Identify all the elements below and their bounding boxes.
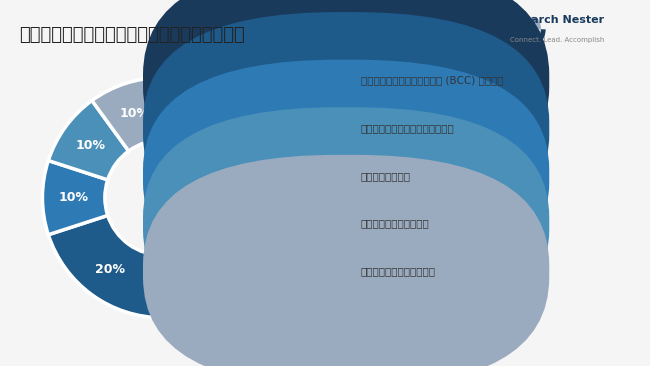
- Text: 医療インフラ投資の激化: 医療インフラ投資の激化: [361, 218, 430, 228]
- Text: 10%: 10%: [58, 191, 88, 204]
- Text: 10%: 10%: [120, 107, 150, 120]
- Text: Research Nester: Research Nester: [501, 15, 604, 25]
- Wedge shape: [48, 101, 129, 180]
- Text: 急性骨髄性白血病の増加例: 急性骨髄性白血病の増加例: [361, 266, 436, 276]
- Wedge shape: [162, 78, 283, 318]
- Wedge shape: [48, 216, 162, 318]
- Text: 政府当局による医薬品承認の増加: 政府当局による医薬品承認の増加: [361, 123, 454, 133]
- Text: 20%: 20%: [96, 263, 125, 276]
- Text: 50%: 50%: [237, 191, 266, 204]
- Wedge shape: [42, 161, 108, 235]
- Wedge shape: [92, 78, 162, 151]
- Text: 10%: 10%: [75, 139, 106, 152]
- Text: 世界中で増加する基底細胞癌 (BCC) の発生率: 世界中で増加する基底細胞癌 (BCC) の発生率: [361, 75, 503, 86]
- Text: 成長要因の貢献一ヘッジホッグ経路阻害剤市場: 成長要因の貢献一ヘッジホッグ経路阻害剤市場: [20, 26, 245, 44]
- Text: Connect. Lead. Accomplish: Connect. Lead. Accomplish: [510, 37, 604, 42]
- Text: 高い紫外線曝露率: 高い紫外線曝露率: [361, 171, 411, 181]
